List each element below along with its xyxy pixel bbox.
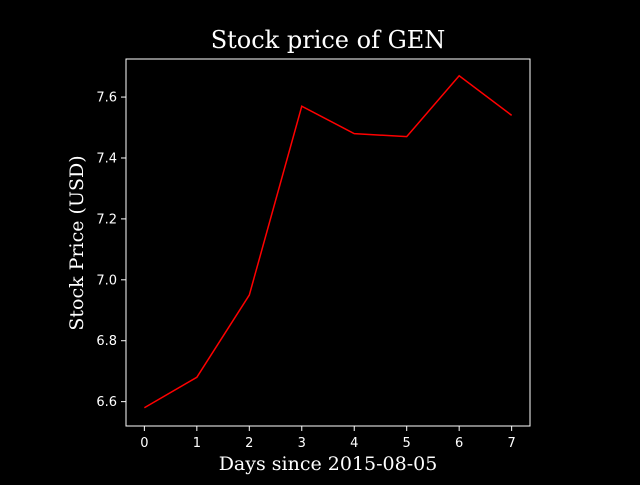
x-tick-label: 4	[350, 436, 358, 451]
x-tick-label: 2	[245, 436, 253, 451]
x-tick-label: 6	[455, 436, 463, 451]
y-tick-label: 6.8	[96, 334, 117, 349]
plot-area-frame	[125, 58, 531, 427]
y-tick-label: 6.6	[96, 395, 117, 410]
y-tick-label: 7.6	[96, 91, 117, 106]
y-tick-label: 7.4	[96, 151, 117, 166]
y-tick-label: 7.0	[96, 273, 117, 288]
y-tick-label: 7.2	[96, 212, 117, 227]
x-axis-label: Days since 2015-08-05	[219, 453, 438, 475]
x-axis: 0 1 2 3 4 5 6 7	[140, 426, 516, 451]
x-tick-label: 3	[298, 436, 306, 451]
series-line	[143, 74, 513, 409]
y-axis-label: Stock Price (USD)	[66, 155, 88, 330]
x-tick-label: 5	[403, 436, 411, 451]
y-axis: 6.6 6.8 7.0 7.2 7.4 7.6	[96, 91, 126, 410]
x-tick-label: 7	[507, 436, 515, 451]
x-tick-label: 0	[140, 436, 148, 451]
x-tick-label: 1	[193, 436, 201, 451]
chart-title: Stock price of GEN	[211, 26, 446, 54]
